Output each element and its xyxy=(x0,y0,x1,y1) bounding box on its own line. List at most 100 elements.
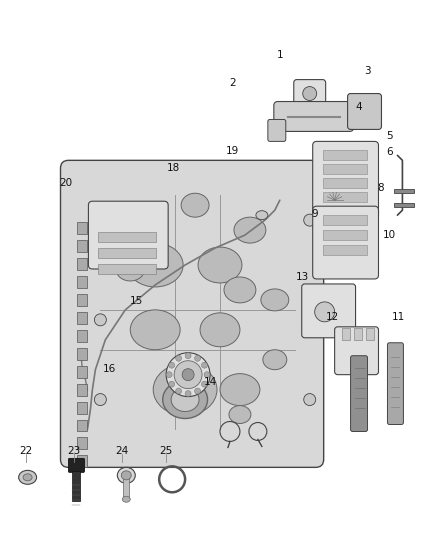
Circle shape xyxy=(204,372,210,378)
Bar xyxy=(323,192,367,202)
Bar xyxy=(323,178,367,188)
FancyBboxPatch shape xyxy=(60,160,324,467)
Bar xyxy=(323,150,367,160)
Bar xyxy=(342,328,350,340)
FancyBboxPatch shape xyxy=(350,356,367,432)
Text: 5: 5 xyxy=(386,131,392,141)
Circle shape xyxy=(166,353,210,397)
Text: 18: 18 xyxy=(166,163,180,173)
Ellipse shape xyxy=(23,474,32,481)
Bar xyxy=(78,258,88,270)
Text: 6: 6 xyxy=(386,147,392,157)
Bar xyxy=(99,264,156,274)
Ellipse shape xyxy=(181,193,209,217)
Text: 22: 22 xyxy=(19,447,33,456)
Ellipse shape xyxy=(117,467,135,483)
Ellipse shape xyxy=(261,289,289,311)
Bar xyxy=(99,248,156,258)
Text: 1: 1 xyxy=(277,50,283,60)
Circle shape xyxy=(176,356,182,361)
Ellipse shape xyxy=(121,471,131,480)
Circle shape xyxy=(194,388,201,394)
Bar xyxy=(99,232,156,242)
Ellipse shape xyxy=(220,374,260,406)
Text: 9: 9 xyxy=(312,209,318,220)
Circle shape xyxy=(169,381,175,387)
FancyBboxPatch shape xyxy=(68,458,85,472)
Ellipse shape xyxy=(153,364,217,416)
Bar xyxy=(78,455,88,467)
Text: 23: 23 xyxy=(67,447,81,456)
Bar xyxy=(124,478,129,499)
Text: 24: 24 xyxy=(116,447,129,456)
Circle shape xyxy=(176,388,182,394)
Ellipse shape xyxy=(200,313,240,347)
Ellipse shape xyxy=(122,496,130,502)
Bar xyxy=(78,366,88,378)
Ellipse shape xyxy=(256,211,268,220)
Text: 10: 10 xyxy=(383,230,396,240)
Circle shape xyxy=(169,362,175,368)
Circle shape xyxy=(194,356,201,361)
Circle shape xyxy=(95,314,106,326)
Text: 20: 20 xyxy=(59,177,72,188)
Bar xyxy=(78,222,88,234)
Circle shape xyxy=(304,314,316,326)
Bar xyxy=(395,203,414,207)
Bar xyxy=(78,240,88,252)
Ellipse shape xyxy=(263,350,287,370)
Circle shape xyxy=(182,369,194,381)
Bar xyxy=(78,348,88,360)
FancyBboxPatch shape xyxy=(313,206,378,279)
Ellipse shape xyxy=(198,247,242,283)
Text: 4: 4 xyxy=(355,102,362,112)
Bar xyxy=(78,384,88,395)
Ellipse shape xyxy=(130,310,180,350)
Circle shape xyxy=(314,302,335,322)
Ellipse shape xyxy=(229,406,251,424)
Bar xyxy=(323,245,367,255)
Bar xyxy=(78,312,88,324)
Ellipse shape xyxy=(234,217,266,243)
Bar xyxy=(78,401,88,414)
Circle shape xyxy=(166,372,172,378)
Ellipse shape xyxy=(171,387,199,411)
FancyBboxPatch shape xyxy=(388,343,403,424)
Circle shape xyxy=(201,381,208,387)
Ellipse shape xyxy=(224,277,256,303)
Circle shape xyxy=(304,214,316,226)
FancyBboxPatch shape xyxy=(294,79,326,108)
Text: 15: 15 xyxy=(129,296,143,306)
Ellipse shape xyxy=(162,381,208,418)
Circle shape xyxy=(95,214,106,226)
Text: 12: 12 xyxy=(326,312,339,322)
Circle shape xyxy=(201,362,208,368)
Circle shape xyxy=(303,86,317,101)
Bar xyxy=(353,328,361,340)
Text: 3: 3 xyxy=(364,66,371,76)
Text: 11: 11 xyxy=(392,312,405,322)
Text: 16: 16 xyxy=(102,364,116,374)
Circle shape xyxy=(185,391,191,397)
FancyBboxPatch shape xyxy=(88,201,168,269)
Bar xyxy=(323,230,367,240)
Bar xyxy=(78,330,88,342)
FancyBboxPatch shape xyxy=(348,94,381,130)
Circle shape xyxy=(304,393,316,406)
Bar xyxy=(78,276,88,288)
Bar xyxy=(78,438,88,449)
FancyBboxPatch shape xyxy=(268,119,286,141)
Text: 13: 13 xyxy=(295,272,309,282)
FancyBboxPatch shape xyxy=(302,284,356,338)
Circle shape xyxy=(174,361,202,389)
Text: 19: 19 xyxy=(226,146,239,156)
Text: 2: 2 xyxy=(229,78,235,88)
Bar xyxy=(78,419,88,432)
Bar xyxy=(323,215,367,225)
Bar xyxy=(366,328,374,340)
Bar xyxy=(395,189,414,193)
FancyBboxPatch shape xyxy=(274,101,353,132)
Text: 25: 25 xyxy=(159,447,173,456)
Text: 8: 8 xyxy=(377,183,384,193)
Bar xyxy=(72,471,81,501)
